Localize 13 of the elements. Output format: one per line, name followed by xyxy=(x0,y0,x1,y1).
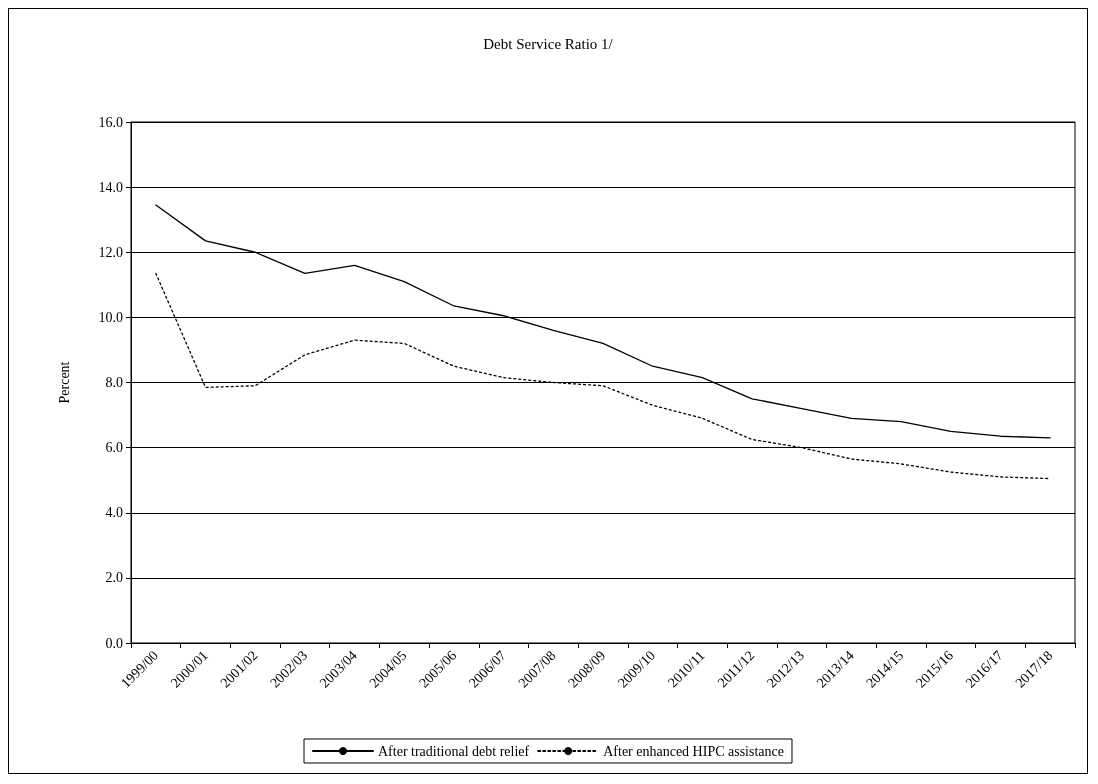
y-tick-label: 16.0 xyxy=(98,114,123,130)
y-tick-label: 10.0 xyxy=(98,309,123,325)
y-tick-label: 14.0 xyxy=(98,179,123,195)
chart-title: Debt Service Ratio 1/ xyxy=(483,35,614,52)
y-tick-label: 4.0 xyxy=(105,505,123,521)
y-axis-title: Percent xyxy=(56,361,72,404)
legend-label: After traditional debt relief xyxy=(378,743,530,759)
y-tick-label: 2.0 xyxy=(105,570,123,586)
y-tick-label: 0.0 xyxy=(105,635,123,651)
y-tick-label: 8.0 xyxy=(105,375,123,390)
legend-label: After enhanced HIPC assistance xyxy=(603,743,784,759)
y-tick-label: 12.0 xyxy=(98,244,123,260)
y-tick-label: 6.0 xyxy=(105,440,123,456)
